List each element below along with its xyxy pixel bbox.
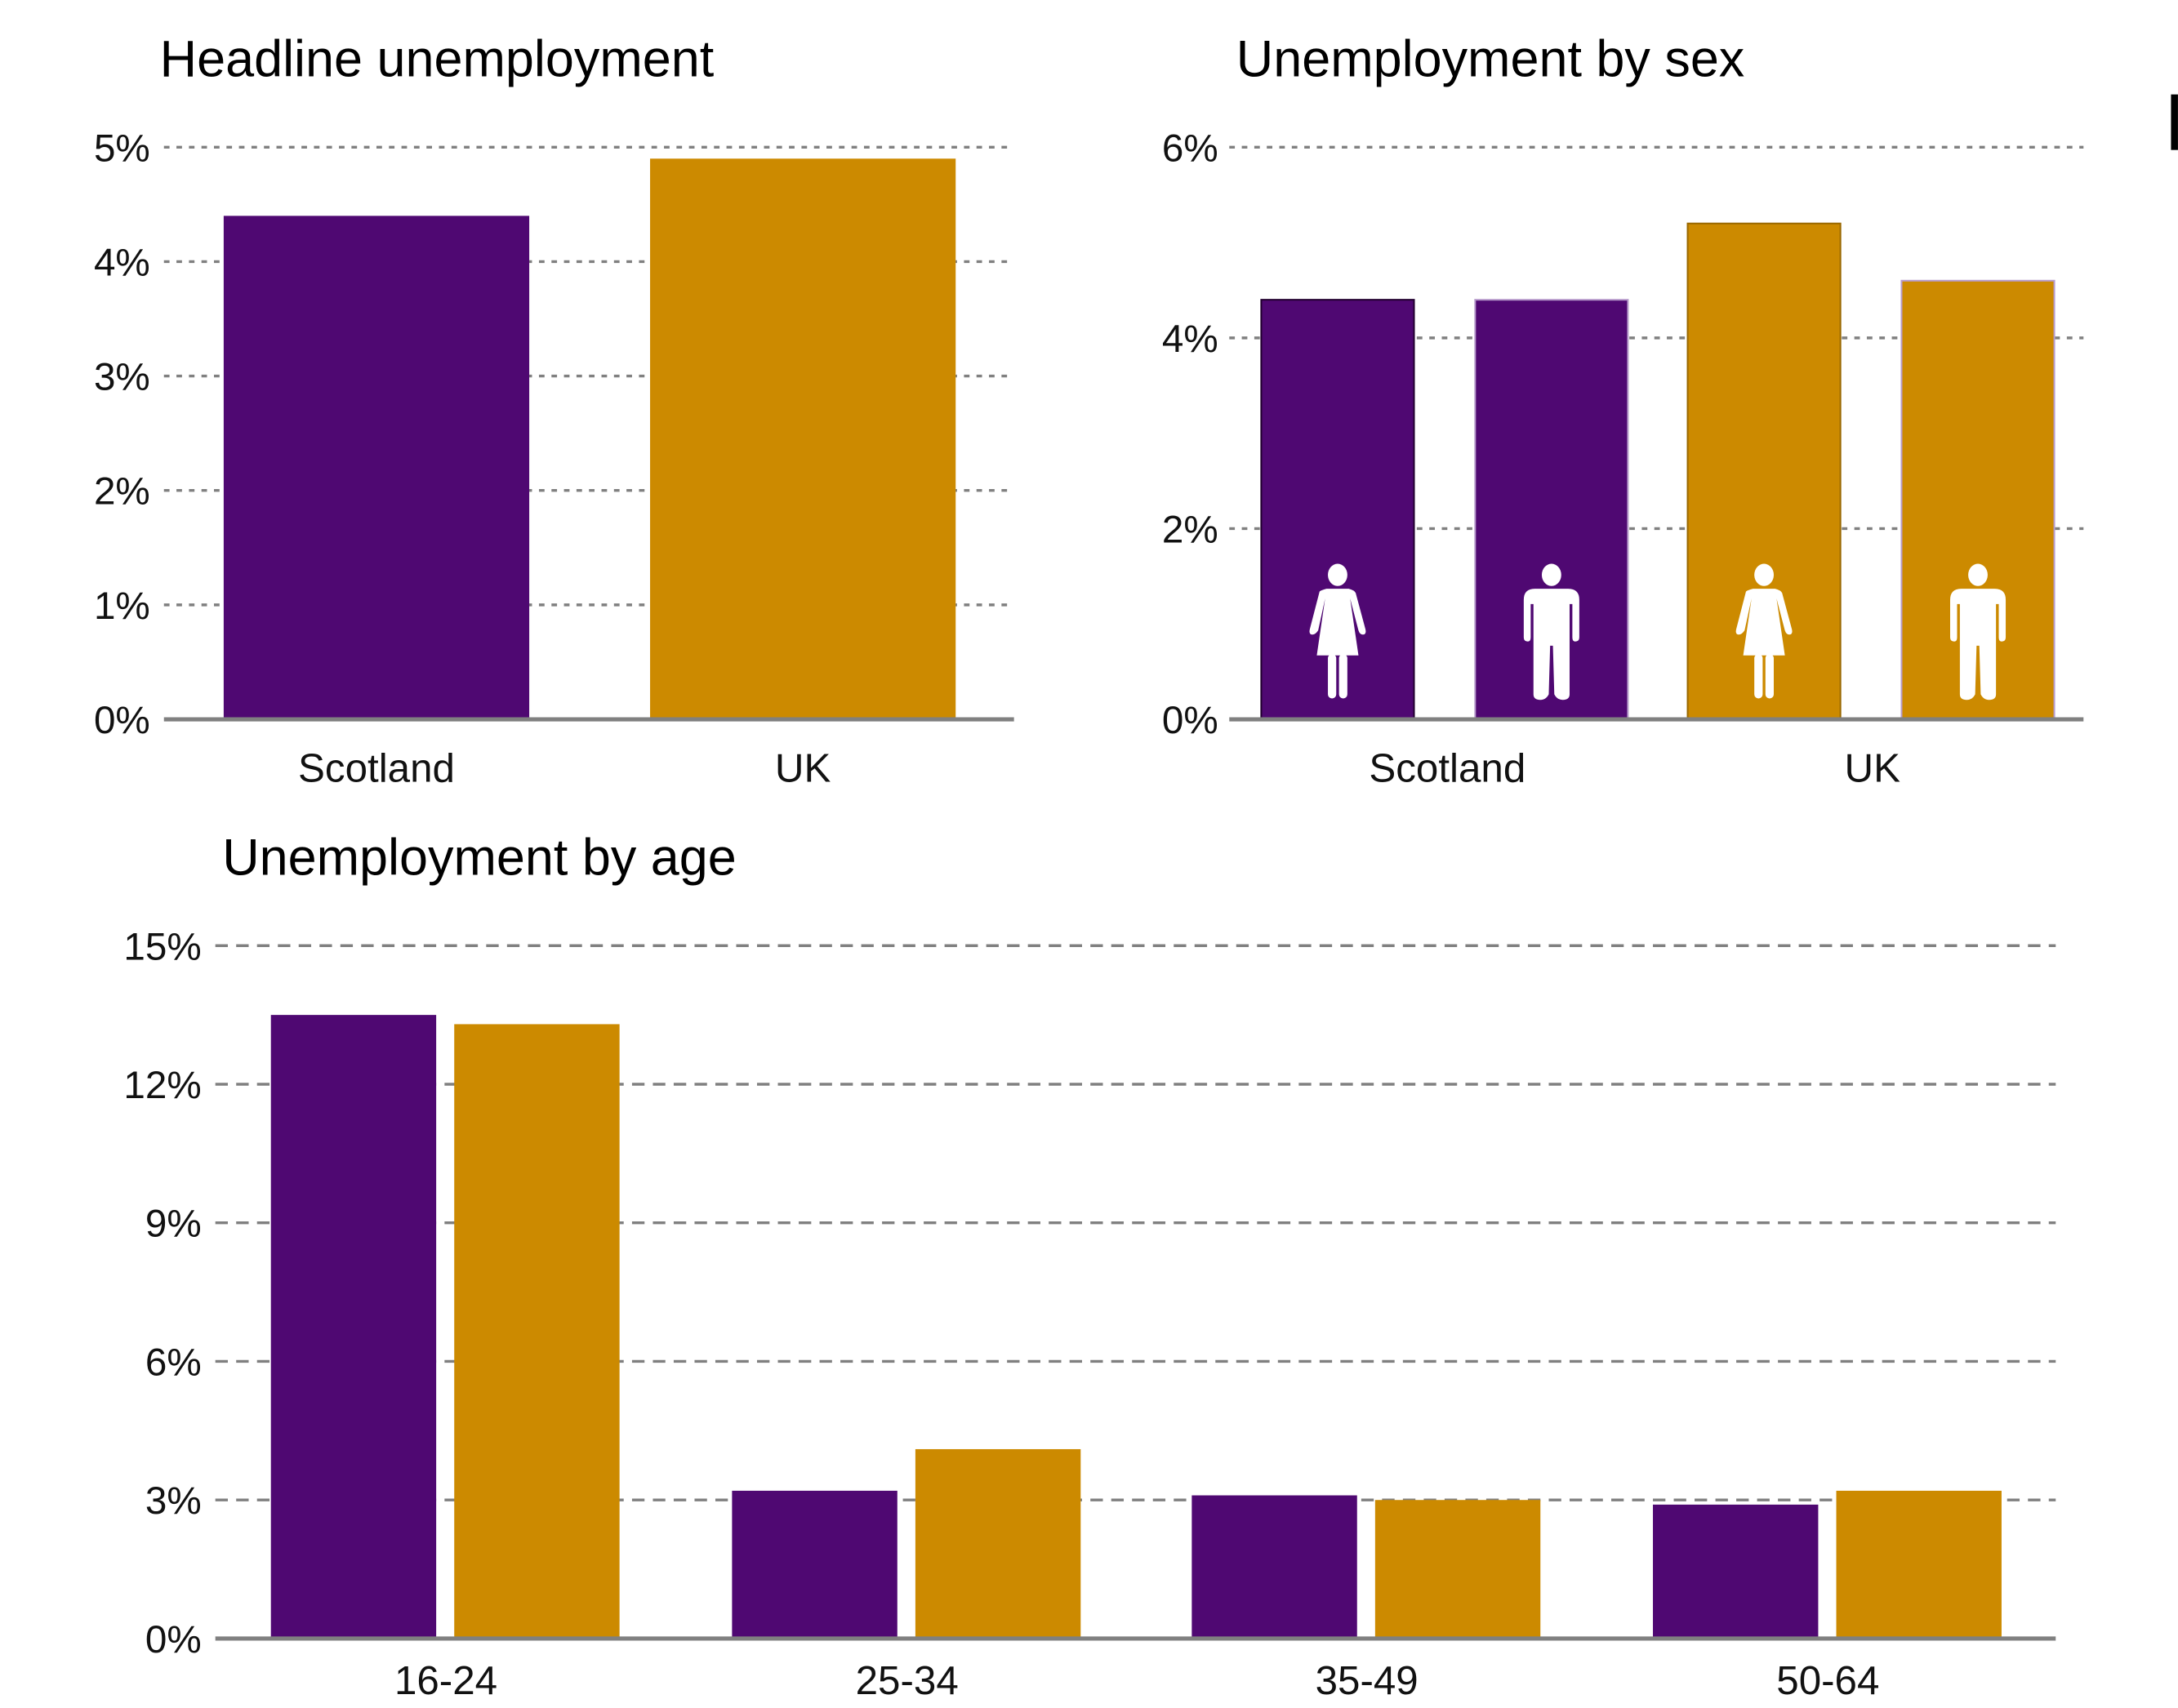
female-icon: [1735, 563, 1793, 699]
icon-body: [1309, 589, 1366, 656]
icon-leg: [1754, 654, 1763, 699]
y-tick-label: 12%: [123, 1064, 201, 1107]
bar-uk-25-34: [915, 1448, 1081, 1639]
y-tick-label: 2%: [94, 470, 150, 514]
y-tick-label: 3%: [94, 356, 150, 399]
bar-scotland-16-24: [270, 1015, 437, 1639]
icon-body: [1950, 589, 2007, 701]
icon-leg: [1765, 654, 1775, 699]
x-category-label: UK: [1845, 746, 1901, 791]
y-tick-label: 4%: [1162, 318, 1218, 361]
y-tick-label: 5%: [94, 127, 150, 170]
bar-scotland-35-49: [1191, 1495, 1357, 1639]
icon-head: [1968, 563, 1988, 586]
chart-title: Headline unemployment: [160, 31, 715, 88]
female-icon: [1309, 563, 1366, 699]
male-icon: [1950, 563, 2007, 701]
bar-uk-16-24: [454, 1024, 620, 1639]
y-tick-label: 0%: [1162, 699, 1218, 742]
icon-leg: [1328, 654, 1337, 699]
bar-uk-male: [1900, 279, 2056, 721]
x-category-label: 16-24: [394, 1658, 497, 1703]
icon-body: [1523, 589, 1579, 701]
y-tick-label: 3%: [145, 1479, 202, 1523]
male-icon: [1523, 563, 1579, 701]
x-category-label: 35-49: [1316, 1658, 1419, 1703]
x-category-label: Scotland: [1369, 746, 1525, 791]
y-tick-label: 1%: [94, 585, 150, 628]
edge-marker: [2171, 94, 2178, 150]
y-tick-label: 4%: [94, 241, 150, 284]
icon-head: [1328, 563, 1347, 586]
chart-title: Unemployment by age: [222, 830, 737, 887]
y-tick-label: 6%: [145, 1341, 202, 1384]
y-tick-label: 2%: [1162, 508, 1218, 551]
icon-head: [1541, 563, 1561, 586]
unemployment-by-sex-chart: Unemployment by sex 0% 2% 4% 6% Scotland UK: [1162, 31, 2084, 791]
unemployment-by-age-chart: Unemployment by age 0% 3% 6% 9% 12% 15% 16-24 2…: [123, 830, 2056, 1703]
headline-unemployment-chart: Headline unemployment 0% 1% 2% 3% 4% 5% Scotla…: [94, 31, 1014, 791]
bar-uk: [650, 158, 956, 720]
bar-scotland-female: [1260, 299, 1415, 721]
y-tick-label: 0%: [94, 699, 150, 742]
x-category-label: 25-34: [856, 1658, 959, 1703]
bar-scotland-male: [1474, 299, 1629, 721]
chart-title: Unemployment by sex: [1236, 31, 1745, 88]
x-category-label: Scotland: [298, 746, 455, 791]
bar-scotland: [223, 216, 530, 720]
bar-uk-50-64: [1836, 1490, 2002, 1639]
x-category-label: 50-64: [1776, 1658, 1879, 1703]
y-tick-label: 9%: [145, 1203, 202, 1246]
bar-scotland-50-64: [1653, 1504, 1819, 1639]
x-category-label: UK: [775, 746, 831, 791]
icon-head: [1754, 563, 1775, 586]
y-tick-label: 0%: [145, 1618, 202, 1661]
y-tick-label: 15%: [123, 925, 201, 968]
icon-body: [1735, 589, 1793, 656]
bar-scotland-25-34: [732, 1490, 897, 1639]
icon-leg: [1338, 654, 1347, 699]
y-tick-label: 6%: [1162, 127, 1218, 170]
bar-uk-35-49: [1374, 1500, 1541, 1639]
